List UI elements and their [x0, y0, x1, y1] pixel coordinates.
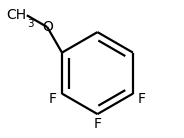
- Text: F: F: [138, 92, 146, 106]
- Text: F: F: [93, 117, 101, 131]
- Text: 3: 3: [27, 19, 34, 29]
- Text: O: O: [42, 20, 53, 34]
- Text: F: F: [49, 92, 57, 106]
- Text: CH: CH: [7, 8, 27, 22]
